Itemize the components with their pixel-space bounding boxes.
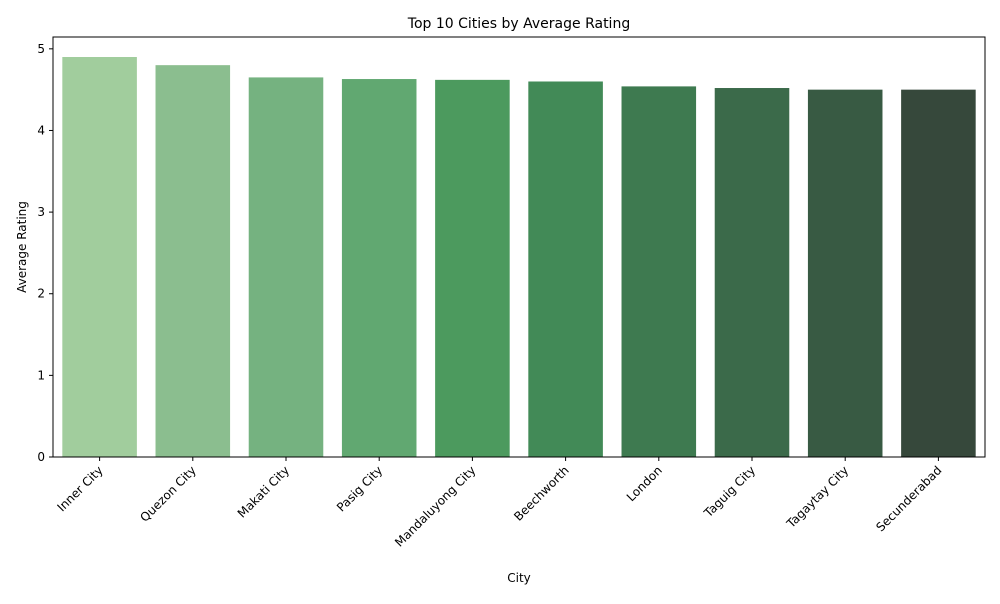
bar-tagaytay-city [807,89,883,458]
chart-title: Top 10 Cities by Average Rating [407,16,630,32]
y-tick-label: 2 [37,287,45,301]
x-tick-label: Makati City [235,463,292,520]
bar-makati-city [248,77,324,457]
x-tick-label: Inner City [55,463,106,514]
y-tick-label: 0 [37,450,45,464]
x-tick-label: Beechworth [511,463,572,524]
bar-london [621,86,697,457]
y-axis-label: Average Rating [15,201,29,293]
x-tick-label: Quezon City [137,463,199,525]
x-tick-label: Mandaluyong City [392,463,478,549]
bars-group [62,57,976,458]
y-tick-label: 5 [37,42,45,56]
bar-taguig-city [714,88,790,458]
y-axis: 0 1 2 3 4 5 [37,42,53,464]
x-tick-label: Tagaytay City [783,463,851,531]
bar-secunderabad [901,89,976,458]
plot-frame [52,36,986,458]
bar-quezon-city [155,65,231,457]
x-axis: Inner City Quezon City Makati City Pasig Ci… [55,457,945,550]
y-tick-label: 1 [37,368,45,382]
x-tick-label: Secunderabad [873,463,944,534]
x-axis-label: City [507,571,531,585]
bar-pasig-city [341,79,417,457]
x-tick-label: Taguig City [701,463,758,520]
x-tick-label: Pasig City [334,463,385,514]
y-tick-label: 3 [37,205,45,219]
bar-beechworth [528,81,603,458]
bar-mandaluyong-city [435,79,510,458]
bar-inner-city [62,57,137,457]
y-tick-label: 4 [37,123,45,137]
x-tick-label: London [624,463,665,504]
